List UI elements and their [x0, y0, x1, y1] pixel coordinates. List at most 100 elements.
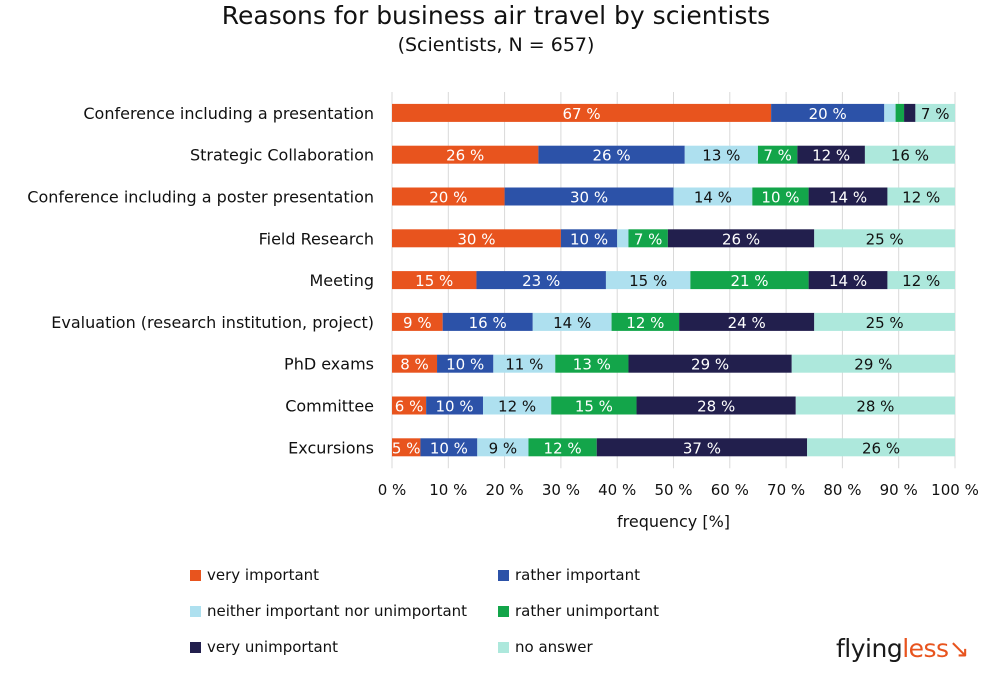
data-label: 15 % [575, 398, 613, 416]
bar-segment [611, 312, 680, 331]
x-tick-label: 60 % [711, 481, 749, 499]
bar-segment [605, 271, 691, 290]
data-label: 25 % [866, 230, 904, 248]
bar-segment [884, 103, 896, 122]
data-label: 10 % [570, 230, 608, 248]
category-label: Conference including a presentation [83, 104, 374, 123]
data-label: 29 % [691, 356, 729, 374]
bar-segment [814, 312, 955, 331]
legend-swatch [498, 569, 509, 581]
data-label: 21 % [730, 272, 768, 290]
legend-item: very important [190, 566, 319, 584]
data-label: 20 % [429, 189, 467, 207]
category-label: PhD exams [284, 355, 374, 374]
data-label: 6 % [395, 398, 424, 416]
data-label: 28 % [856, 398, 894, 416]
data-label: 12 % [498, 398, 536, 416]
bar-segment [477, 438, 529, 457]
data-label: 5 % [392, 439, 421, 457]
data-label: 10 % [446, 356, 484, 374]
bar-segment [392, 438, 421, 457]
bar-segment [392, 145, 539, 164]
x-tick-label: 50 % [654, 481, 692, 499]
data-label: 28 % [697, 398, 735, 416]
category-label: Field Research [259, 229, 374, 248]
data-label: 26 % [446, 147, 484, 165]
data-label: 9 % [403, 314, 432, 332]
legend-label: rather unimportant [515, 602, 660, 620]
x-axis-label: frequency [%] [617, 512, 730, 531]
data-label: 13 % [702, 147, 740, 165]
legend-label: no answer [515, 638, 593, 656]
bar-segment [392, 396, 427, 415]
bar-segment [757, 145, 798, 164]
bar-segment [528, 438, 597, 457]
data-label: 7 % [763, 147, 792, 165]
legend-item: neither important nor unimportant [190, 602, 467, 620]
data-label: 7 % [921, 105, 950, 123]
data-label: 12 % [544, 439, 582, 457]
bar-segment [392, 229, 561, 248]
data-label: 25 % [866, 314, 904, 332]
legend-item: very unimportant [190, 638, 338, 656]
data-label: 37 % [683, 439, 721, 457]
bar-segment [752, 187, 809, 206]
bar-segment [864, 145, 955, 164]
data-label: 11 % [505, 356, 543, 374]
bar-segment [476, 271, 606, 290]
bar-segment [493, 354, 556, 373]
category-label: Strategic Collaboration [190, 146, 374, 165]
bar-segment [617, 229, 629, 248]
x-tick-label: 20 % [486, 481, 524, 499]
data-label: 24 % [728, 314, 766, 332]
category-label: Committee [285, 397, 374, 416]
bar-segment [636, 396, 796, 415]
x-tick-label: 70 % [767, 481, 805, 499]
bar-segment [690, 271, 809, 290]
data-label: 67 % [562, 105, 600, 123]
data-label: 8 % [400, 356, 429, 374]
bar-segment [797, 145, 865, 164]
flyingless-logo: flyingless↘ [836, 634, 970, 663]
legend-item: no answer [498, 638, 593, 656]
data-label: 12 % [902, 189, 940, 207]
x-tick-label: 80 % [823, 481, 861, 499]
bar-segment [887, 271, 955, 290]
legend-label: very important [207, 566, 320, 584]
data-label: 14 % [829, 189, 867, 207]
data-label: 26 % [593, 147, 631, 165]
data-label: 10 % [761, 189, 799, 207]
x-tick-label: 90 % [880, 481, 918, 499]
legend-item: rather unimportant [498, 602, 659, 620]
bar-segment [808, 187, 888, 206]
data-label: 20 % [809, 105, 847, 123]
bar-segment [673, 187, 753, 206]
bar-segment [426, 396, 483, 415]
bar-segment [504, 187, 674, 206]
data-label: 10 % [436, 398, 474, 416]
bar-segment [904, 103, 916, 122]
legend-label: very unimportant [207, 638, 339, 656]
chart-plot: 0 % 10 % 20 % 30 % 40 % 50 % 60 % 70 % 80 % 90 % 1… [27, 92, 979, 531]
legend-swatch [190, 605, 201, 617]
data-label: 30 % [570, 189, 608, 207]
bar-segment [795, 396, 955, 415]
data-label: 26 % [722, 230, 760, 248]
bar-segment [392, 354, 438, 373]
data-label: 9 % [489, 439, 518, 457]
bar-segment [667, 229, 815, 248]
x-tick-label: 10 % [429, 481, 467, 499]
x-tick-label: 100 % [931, 481, 979, 499]
bar-segment [538, 145, 685, 164]
x-tick-label: 40 % [598, 481, 636, 499]
bar-segment [684, 145, 758, 164]
category-label: Evaluation (research institution, projec… [51, 313, 374, 332]
data-label: 12 % [626, 314, 664, 332]
bar-segment [392, 271, 477, 290]
bar-segment [482, 396, 552, 415]
bar-segment [628, 354, 792, 373]
data-label: 12 % [812, 147, 850, 165]
chart-subtitle: (Scientists, N = 657) [397, 34, 595, 56]
data-label: 13 % [573, 356, 611, 374]
x-tick-label: 30 % [542, 481, 580, 499]
